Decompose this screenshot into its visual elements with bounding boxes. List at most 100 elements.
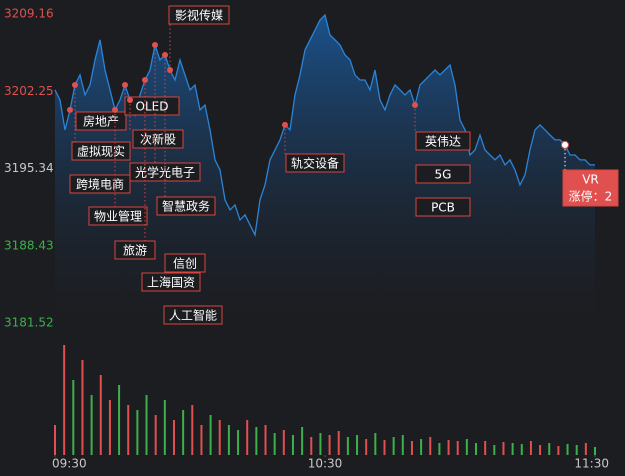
volume-bar — [227, 425, 230, 455]
volume-bar — [108, 400, 111, 455]
volume-bar — [191, 405, 194, 455]
volume-bar — [301, 427, 304, 455]
volume-bar — [511, 443, 514, 455]
volume-bar — [548, 443, 551, 455]
annotation-dot — [282, 121, 288, 128]
volume-bar — [246, 420, 249, 455]
annotation-box — [156, 196, 216, 216]
volume-bar — [182, 410, 185, 455]
volume-bar — [145, 395, 148, 455]
annotation-box — [141, 272, 201, 292]
annotation-dot — [142, 76, 148, 83]
annotation-box — [75, 111, 127, 131]
annotation-box — [562, 169, 619, 207]
annotation-label: VR — [582, 173, 599, 187]
annotation-dot — [72, 81, 78, 88]
volume-bar — [63, 345, 66, 455]
volume-bar — [337, 431, 340, 455]
volume-bar — [438, 443, 441, 455]
volume-bar — [209, 415, 212, 455]
y-tick-label: 3195.34 — [4, 161, 54, 175]
volume-bar — [136, 410, 139, 455]
annotation-box — [415, 164, 471, 184]
annotation-label: 人工智能 — [169, 308, 217, 323]
x-tick-label: 10:30 — [308, 457, 343, 471]
volume-bar — [465, 439, 468, 455]
annotation-label: PCB — [431, 201, 455, 215]
annotation-box — [168, 5, 230, 25]
annotation-dot — [127, 96, 133, 103]
annotation-dot — [67, 106, 73, 113]
annotation-label: 上海国资 — [147, 275, 195, 290]
volume-bar — [282, 430, 285, 455]
annotation-note: 涨停：2 — [569, 189, 613, 204]
volume-bar — [72, 380, 75, 455]
volume-bar — [54, 425, 56, 455]
volume-bar — [99, 375, 102, 455]
y-tick-label: 3188.43 — [4, 238, 54, 252]
volume-bar — [90, 395, 93, 455]
volume-bar — [539, 445, 542, 455]
annotation-label: 跨境电商 — [76, 177, 124, 192]
volume-bar — [383, 440, 386, 455]
annotation-box — [164, 253, 206, 273]
volume-bar — [520, 444, 523, 455]
annotation-label: 轨交设备 — [291, 156, 339, 171]
annotation-label: 5G — [435, 168, 452, 182]
volume-bar — [81, 360, 84, 455]
annotation-label: 虚拟现实 — [77, 144, 125, 159]
y-tick-label: 3202.25 — [4, 84, 54, 98]
annotation-dot — [561, 140, 569, 149]
annotation-label: 信创 — [173, 257, 197, 271]
annotation-box — [114, 240, 156, 260]
annotation-box — [415, 131, 471, 151]
volume-bar — [566, 444, 569, 455]
annotation-label: 次新股 — [140, 132, 176, 147]
annotation-dot — [412, 102, 418, 109]
x-tick-label: 11:30 — [574, 457, 609, 471]
annotation-label: 影视传媒 — [175, 8, 223, 23]
volume-bar — [584, 443, 587, 455]
annotation-box — [163, 305, 223, 325]
volume-bar — [237, 430, 240, 455]
volume-bar — [200, 425, 203, 455]
annotation-box — [285, 153, 345, 173]
volume-bar — [420, 439, 423, 455]
annotation-dot — [122, 81, 128, 88]
volume-bar — [118, 385, 121, 455]
volume-bar — [127, 405, 130, 455]
x-tick-label: 09:30 — [52, 457, 87, 471]
volume-bar — [328, 435, 331, 455]
volume-bar — [154, 415, 157, 455]
volume-bar — [557, 446, 560, 455]
volume-bar — [410, 441, 413, 455]
volume-bar — [264, 425, 267, 455]
volume-bar — [218, 420, 221, 455]
y-tick-label: 3181.52 — [4, 316, 54, 330]
volume-bar — [319, 433, 322, 455]
volume-bar — [429, 437, 432, 455]
annotation-dot — [152, 41, 158, 48]
annotation-label: 英伟达 — [425, 135, 461, 149]
volume-bar — [172, 420, 175, 455]
volume-bar — [493, 445, 496, 455]
volume-bar — [401, 435, 404, 455]
volume-bar — [392, 437, 395, 455]
volume-bar — [346, 437, 349, 455]
volume-bar — [365, 439, 368, 455]
volume-bar — [594, 447, 596, 455]
y-tick-label: 3209.16 — [4, 7, 54, 21]
volume-bar — [291, 435, 294, 455]
annotation-label: 物业管理 — [94, 209, 142, 224]
annotation-box — [88, 206, 148, 226]
annotation-box — [124, 96, 180, 116]
volume-bar — [374, 433, 377, 455]
volume-bar — [475, 443, 478, 455]
volume-bar — [447, 440, 450, 455]
annotation-dot — [167, 67, 173, 74]
annotation-box — [132, 129, 184, 149]
annotation-dot — [162, 52, 168, 59]
volume-bar — [456, 441, 459, 455]
annotation-label: 房地产 — [83, 114, 119, 129]
volume-bar — [255, 427, 258, 455]
